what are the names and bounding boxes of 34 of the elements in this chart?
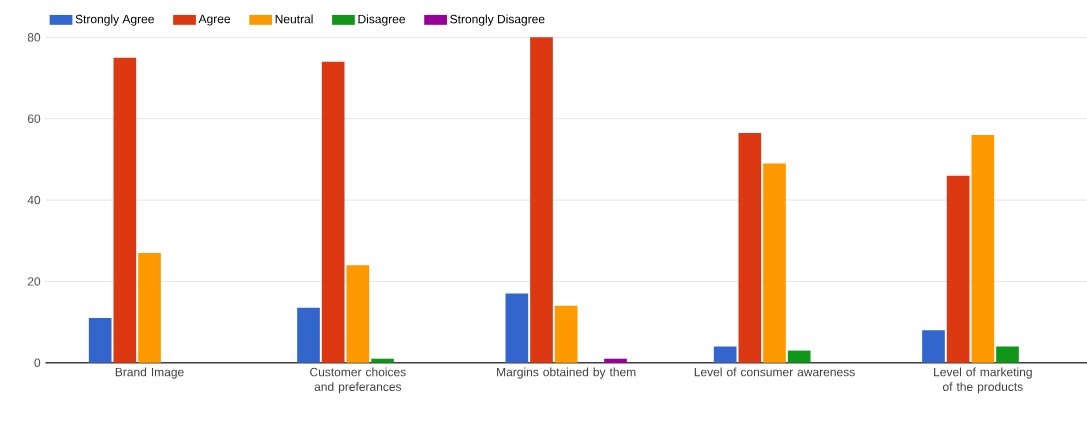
x-tick-label: Level of marketing of the products: [934, 367, 1032, 394]
x-tick-label: Level of consumer awareness: [694, 367, 855, 377]
bar: [138, 252, 161, 363]
bar: [321, 61, 345, 363]
bar: [738, 132, 762, 363]
y-tick-label: 20: [27, 277, 41, 286]
bar: [554, 305, 578, 363]
bar: [88, 317, 112, 363]
x-tick-label: Brand Image: [115, 367, 184, 379]
x-tick-label: Margins obtained by them: [497, 367, 636, 379]
legend-label: Neutral: [275, 14, 313, 24]
bar: [371, 358, 394, 363]
y-tick-label: 40: [27, 195, 41, 205]
bar: [971, 134, 995, 363]
legend-label: Disagree: [358, 14, 406, 26]
bar: [505, 293, 529, 363]
legend-label: Strongly Disagree: [450, 14, 545, 26]
bar: [763, 163, 786, 363]
bar: [530, 37, 553, 363]
y-tick-label: 0: [34, 358, 41, 367]
y-tick-label: 60: [27, 114, 41, 123]
y-tick-label: 80: [27, 33, 41, 42]
bar: [996, 346, 1019, 363]
legend-label: Strongly Agree: [75, 14, 154, 26]
bar: [604, 358, 627, 363]
bar: [113, 57, 137, 363]
bar: [922, 330, 945, 363]
bar: [787, 350, 811, 363]
legend-label: Agree: [198, 14, 231, 26]
x-tick-label: Customer choices and preferances: [310, 367, 406, 394]
bar: [713, 346, 737, 363]
bar: [946, 175, 970, 363]
bar: [346, 265, 370, 363]
bar: [297, 307, 320, 363]
